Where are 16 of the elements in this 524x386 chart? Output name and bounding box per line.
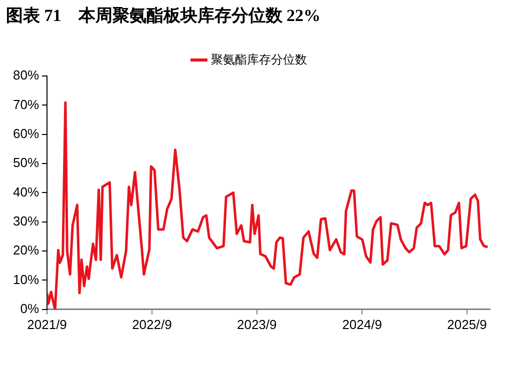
chart-title: 图表 71 本周聚氨酯板块库存分位数 22% [6, 5, 320, 27]
legend-label: 聚氨酯库存分位数 [211, 52, 307, 66]
x-tick-label: 2022/9 [132, 316, 172, 332]
y-tick-label: 60% [12, 126, 40, 141]
x-tick-label: 2021/9 [27, 316, 67, 332]
y-tick-label: 10% [12, 272, 40, 287]
y-tick-label: 70% [12, 96, 40, 112]
y-tick-label: 20% [12, 242, 40, 258]
y-tick-label: 30% [12, 213, 40, 228]
x-tick-label: 2025/9 [447, 316, 487, 332]
x-tick-label: 2023/9 [236, 316, 277, 332]
y-tick-label: 50% [12, 155, 40, 170]
y-tick-label: 40% [12, 184, 40, 200]
x-tick-label: 2024/9 [342, 316, 382, 332]
y-tick-label: 80% [12, 68, 40, 83]
y-tick-label: 0% [20, 300, 40, 316]
